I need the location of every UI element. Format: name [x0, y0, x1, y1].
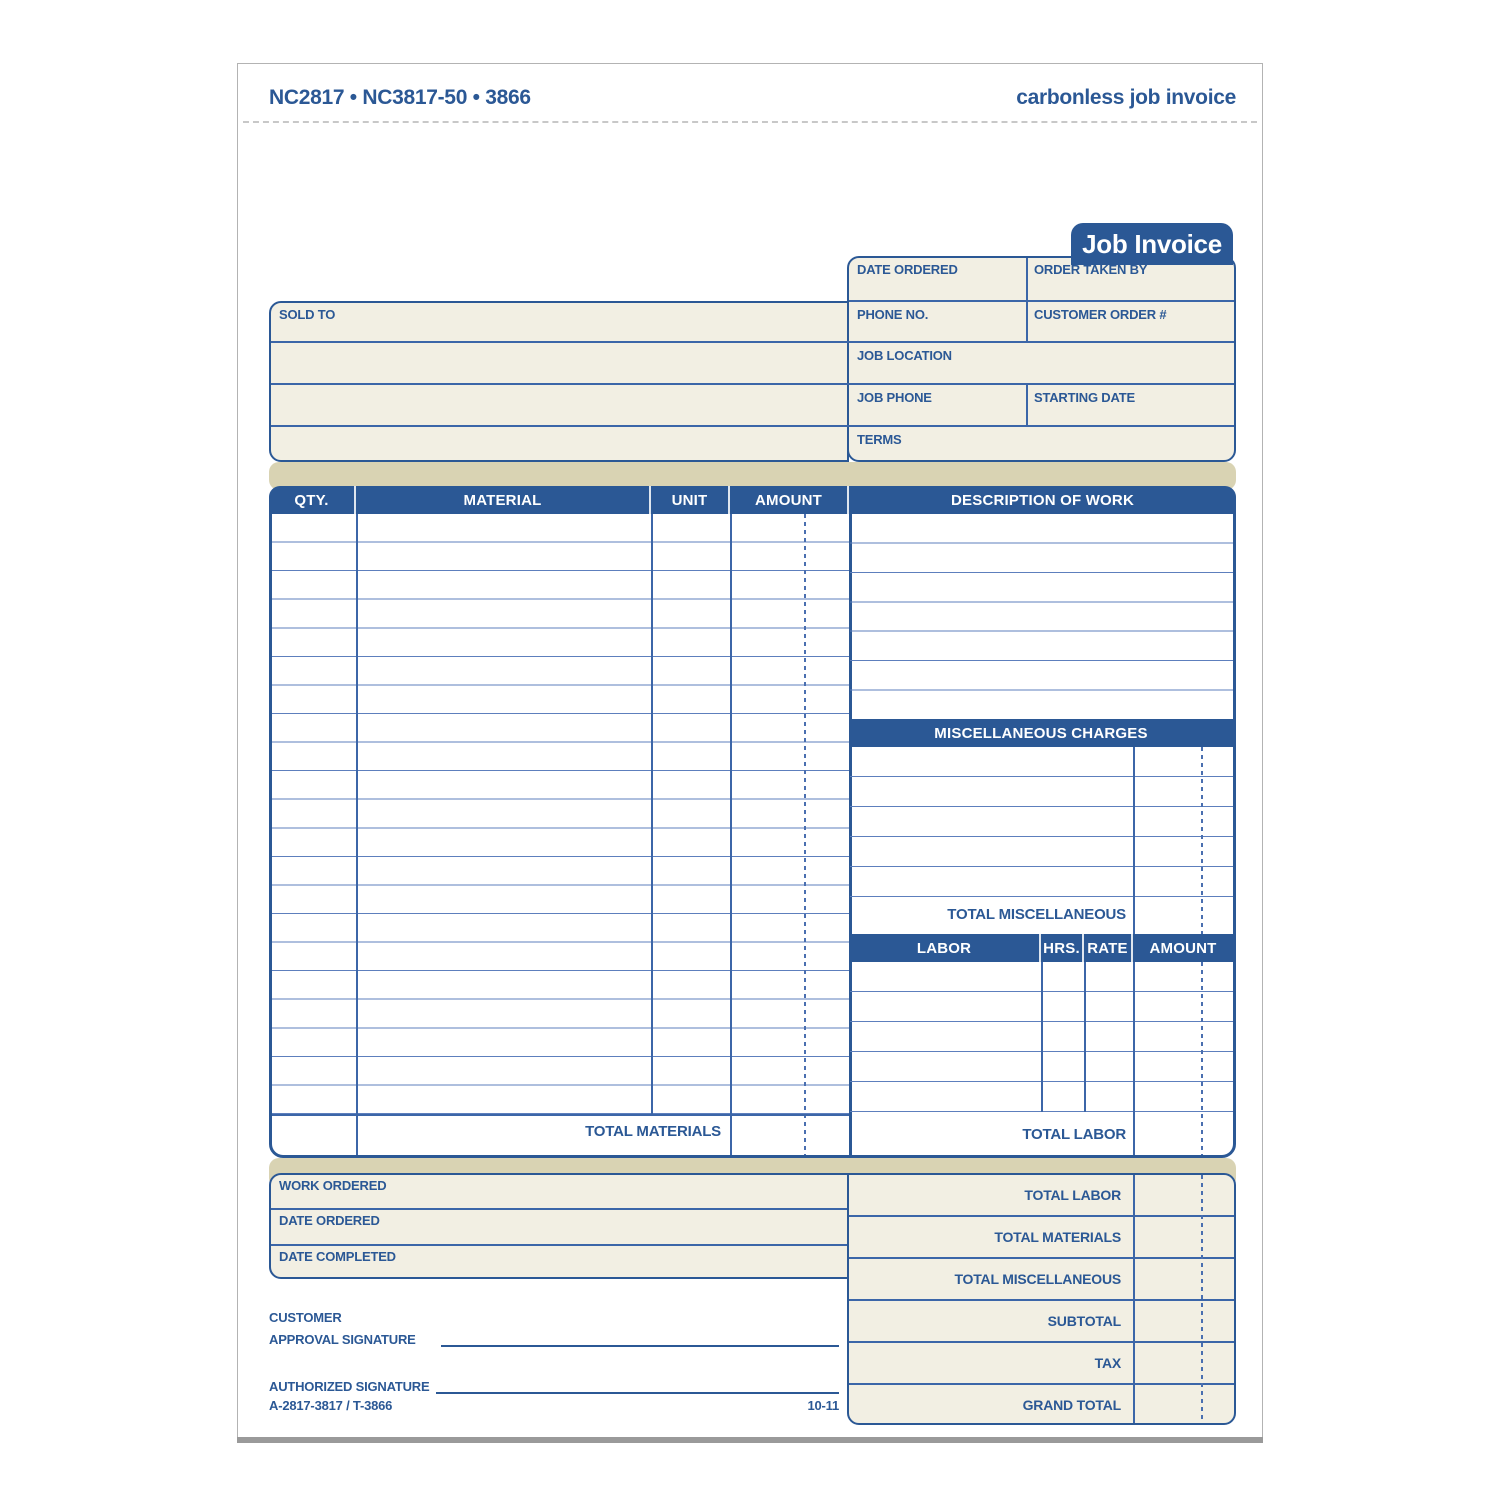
labor-amount-column-header: AMOUNT — [1149, 939, 1217, 957]
summary-total-misc-label: TOTAL MISCELLANEOUS — [954, 1271, 1121, 1287]
footer-date-code: 10-11 — [807, 1398, 839, 1413]
form-type-label: carbonless job invoice — [1016, 86, 1236, 109]
totals-amount-divider — [1133, 1175, 1135, 1423]
authorized-signature-label: AUTHORIZED SIGNATURE — [269, 1379, 430, 1394]
header-column-divider — [1026, 385, 1028, 425]
job-location-label: JOB LOCATION — [857, 348, 952, 363]
totals-divider — [849, 1215, 1234, 1217]
misc-rows-grid — [850, 747, 1233, 897]
job-invoice-tab: Job Invoice — [1071, 223, 1233, 265]
customer-label: CUSTOMER — [269, 1310, 342, 1325]
header-divider — [271, 341, 1234, 343]
approval-signature-line — [441, 1345, 839, 1347]
summary-total-labor-label: TOTAL LABOR — [1024, 1187, 1121, 1203]
unit-column-divider — [730, 514, 732, 1155]
customer-order-label: CUSTOMER ORDER # — [1034, 307, 1167, 322]
starting-date-label: STARTING DATE — [1034, 390, 1135, 405]
summary-total-materials-label: TOTAL MATERIALS — [994, 1229, 1121, 1245]
header-column-divider — [1026, 302, 1028, 343]
totals-divider — [849, 1257, 1234, 1259]
invoice-sheet: NC2817 • NC3817-50 • 3866 carbonless job… — [237, 63, 1263, 1437]
work-record-box — [269, 1173, 849, 1279]
labor-table-header: LABOR HRS. RATE AMOUNT — [849, 934, 1233, 962]
total-miscellaneous-label: TOTAL MISCELLANEOUS — [947, 906, 1126, 923]
total-materials-label: TOTAL MATERIALS — [585, 1123, 721, 1140]
summary-grand-total-label: GRAND TOTAL — [1022, 1397, 1122, 1413]
material-column-header: MATERIAL — [356, 486, 651, 514]
work-ordered-label: WORK ORDERED — [279, 1178, 387, 1193]
sold-to-label: SOLD TO — [279, 307, 336, 322]
pad-glue-strip-top — [269, 462, 1236, 490]
job-invoice-tab-title: Job Invoice — [1082, 228, 1222, 259]
total-labor-label: TOTAL LABOR — [1022, 1126, 1126, 1143]
work-record-divider — [271, 1208, 847, 1210]
material-column-divider — [651, 514, 653, 1114]
misc-amount-column-divider — [1133, 747, 1135, 934]
labor-amount-cents-dotted-line — [1201, 962, 1203, 1155]
hrs-column-header: HRS. — [1041, 934, 1084, 962]
totals-cents-dotted-line — [1201, 1175, 1203, 1423]
summary-subtotal-label: SUBTOTAL — [1047, 1313, 1122, 1329]
total-materials-row-line — [272, 1114, 849, 1116]
header-column-divider — [1026, 258, 1028, 302]
amount-cents-dotted-line — [804, 514, 806, 1155]
date-completed-label: DATE COMPLETED — [279, 1249, 396, 1264]
misc-charges-header: MISCELLANEOUS CHARGES — [849, 719, 1233, 747]
perforation-line — [243, 121, 1257, 123]
unit-column-header: UNIT — [651, 486, 730, 514]
totals-divider — [849, 1383, 1234, 1385]
header-divider — [271, 425, 1234, 427]
work-record-divider — [271, 1244, 847, 1246]
qty-column-divider — [356, 514, 358, 1155]
date-ordered-bottom-label: DATE ORDERED — [279, 1213, 380, 1228]
qty-column-header: QTY. — [269, 486, 356, 514]
terms-label: TERMS — [857, 432, 902, 447]
misc-amount-cents-dotted-line — [1201, 747, 1203, 934]
date-ordered-label: DATE ORDERED — [857, 262, 958, 277]
materials-rows-grid — [272, 514, 849, 1115]
description-rows-grid — [850, 514, 1233, 720]
job-phone-label: JOB PHONE — [857, 390, 932, 405]
order-taken-by-label: ORDER TAKEN BY — [1034, 262, 1148, 277]
labor-hrs-divider — [1041, 962, 1043, 1112]
footer-form-code: A-2817-3817 / T-3866 — [269, 1398, 393, 1413]
totals-divider — [849, 1341, 1234, 1343]
description-of-work-header: DESCRIPTION OF WORK — [951, 491, 1134, 509]
amount-column-header: AMOUNT — [730, 486, 849, 514]
approval-signature-label: APPROVAL SIGNATURE — [269, 1332, 416, 1347]
form-codes: NC2817 • NC3817-50 • 3866 — [269, 86, 531, 109]
rate-amount-divider — [1133, 962, 1135, 1155]
header-divider — [849, 300, 1234, 302]
hrs-rate-divider — [1084, 962, 1086, 1112]
summary-tax-label: TAX — [1094, 1355, 1122, 1371]
sold-to-box — [269, 301, 849, 462]
header-divider — [271, 383, 1234, 385]
authorized-signature-line — [436, 1392, 839, 1394]
phone-no-label: PHONE NO. — [857, 307, 929, 322]
labor-column-header: LABOR — [849, 934, 1041, 962]
totals-divider — [849, 1299, 1234, 1301]
rate-column-header: RATE — [1084, 934, 1133, 962]
main-table-header: QTY. MATERIAL UNIT AMOUNT DESCRIPTION OF… — [269, 486, 1236, 514]
